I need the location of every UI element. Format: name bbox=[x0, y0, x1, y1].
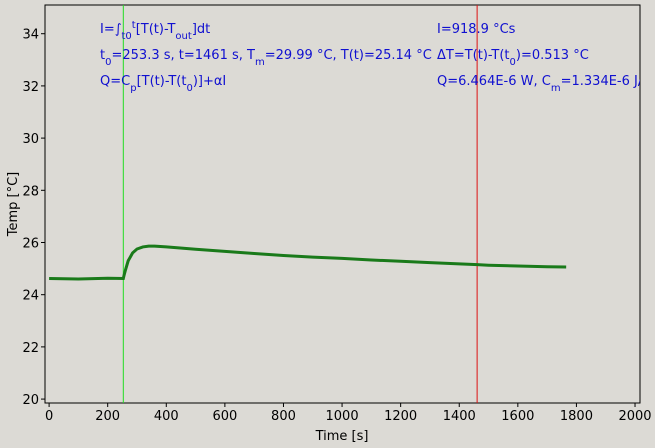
x-tick-label: 0 bbox=[45, 409, 53, 424]
annotation: Q=Cp[T(t)-T(t0)]+αI bbox=[100, 74, 226, 94]
annotation-part: p bbox=[130, 83, 136, 94]
x-tick-label: 1000 bbox=[326, 409, 359, 424]
annotation-part: [T(t)-T(t bbox=[137, 74, 187, 89]
x-axis-label: Time [s] bbox=[315, 429, 369, 444]
annotation-part: )]+αI bbox=[193, 74, 226, 89]
annotation-part: 0 bbox=[105, 57, 111, 68]
annotation-part: t0 bbox=[122, 31, 132, 42]
y-tick-label: 30 bbox=[22, 132, 39, 147]
annotation: I=∫t0t[T(t)-Tout]dt bbox=[100, 20, 210, 42]
data-line bbox=[49, 244, 567, 281]
x-tick-label: 1600 bbox=[501, 409, 534, 424]
annotation-part: t bbox=[100, 48, 105, 63]
annotation-part: I=918.9 °Cs bbox=[437, 22, 516, 37]
annotation-part: I=∫ bbox=[100, 22, 122, 37]
x-tick-label: 1400 bbox=[443, 409, 476, 424]
y-tick-label: 28 bbox=[22, 184, 39, 199]
y-tick-label: 22 bbox=[22, 341, 39, 356]
x-tick-label: 1800 bbox=[560, 409, 593, 424]
annotation-part: out bbox=[175, 31, 191, 42]
x-tick-label: 2000 bbox=[618, 409, 651, 424]
annotation-part: =1.334E-6 J/°C bbox=[561, 74, 655, 89]
plot-area bbox=[44, 4, 641, 404]
annotation-part: [T(t)-T bbox=[136, 22, 176, 37]
y-tick-label: 32 bbox=[22, 80, 39, 95]
annotation: I=918.9 °Cs bbox=[437, 22, 516, 37]
y-tick-label: 34 bbox=[22, 28, 39, 43]
annotation: t0=253.3 s, t=1461 s, Tm=29.99 °C, T(t)=… bbox=[100, 48, 432, 68]
annotation-part: )=0.513 °C bbox=[516, 48, 589, 63]
y-tick-label: 26 bbox=[22, 236, 39, 251]
annotation-part: =253.3 s, t=1461 s, T bbox=[111, 48, 255, 63]
annotation-part: =29.99 °C, T(t)=25.14 °C bbox=[265, 48, 432, 63]
x-tick-label: 1200 bbox=[384, 409, 417, 424]
annotation-part: m bbox=[551, 83, 561, 94]
y-axis-label: Temp [°C] bbox=[6, 172, 21, 238]
annotation-part: Q=6.464E-6 W, C bbox=[437, 74, 551, 89]
y-tick-label: 24 bbox=[22, 289, 39, 304]
annotation-part: 0 bbox=[186, 83, 192, 94]
annotation-part: t bbox=[132, 20, 136, 31]
y-tick-label: 20 bbox=[22, 393, 39, 408]
x-tick-label: 400 bbox=[154, 409, 179, 424]
x-tick-label: 600 bbox=[212, 409, 237, 424]
annotation: ΔT=T(t)-T(t0)=0.513 °C bbox=[437, 48, 589, 68]
x-tick-label: 800 bbox=[271, 409, 296, 424]
annotation-part: m bbox=[255, 57, 265, 68]
annotation-part: Q=C bbox=[100, 74, 130, 89]
annotation: Q=6.464E-6 W, Cm=1.334E-6 J/°C bbox=[437, 74, 655, 94]
annotation-part: 0 bbox=[510, 57, 516, 68]
annotation-part: ΔT=T(t)-T(t bbox=[437, 48, 510, 63]
annotation-part: ]dt bbox=[192, 22, 210, 37]
x-tick-label: 200 bbox=[95, 409, 120, 424]
